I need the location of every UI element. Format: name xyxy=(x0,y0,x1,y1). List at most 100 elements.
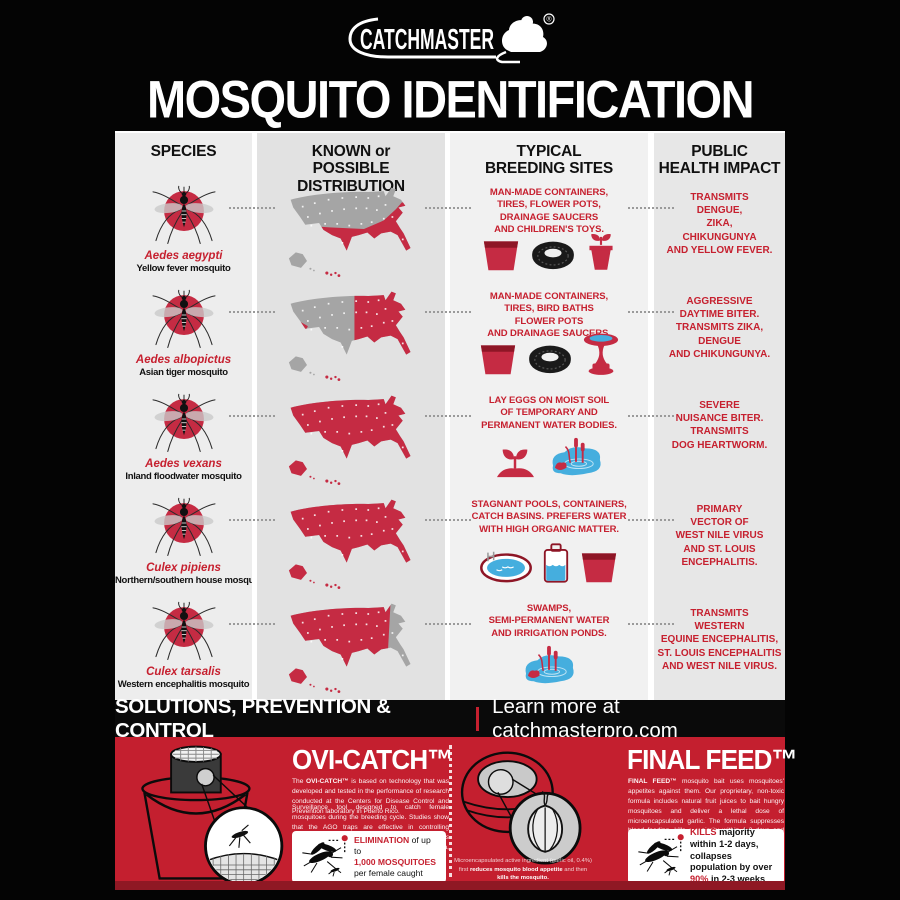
solutions-bar-url: Learn more at catchmasterpro.com xyxy=(492,694,678,742)
dotted-connector xyxy=(425,623,471,625)
dotted-connector xyxy=(628,415,674,417)
species-column-header: SPECIES xyxy=(150,143,217,160)
distribution-cell xyxy=(257,492,445,596)
mosquito-illustration xyxy=(115,492,252,561)
dotted-connector xyxy=(229,415,275,417)
jug-icon xyxy=(542,542,570,589)
breeding-icons xyxy=(450,436,648,485)
dotted-connector xyxy=(229,207,275,209)
sprout-icon xyxy=(493,442,537,485)
species-cell: Aedes albopictus Asian tiger mosquito xyxy=(115,284,252,388)
distribution-column-header: KNOWN or POSSIBLE DISTRIBUTION xyxy=(297,143,405,195)
impact-cell: TRANSMITS DENGUE, ZIKA, CHIKUNGUNYA AND … xyxy=(654,180,785,284)
breeding-text: MAN-MADE CONTAINERS, TIRES, BIRD BATHS F… xyxy=(487,291,611,340)
dotted-connector xyxy=(628,519,674,521)
impact-text: PRIMARY VECTOR OF WEST NILE VIRUS AND ST… xyxy=(675,504,764,568)
us-distribution-map xyxy=(257,492,445,596)
solutions-bar-divider xyxy=(476,706,480,731)
distribution-cell xyxy=(257,180,445,284)
svg-text:®: ® xyxy=(546,16,552,24)
species-common-name: Western encephalitis mosquito xyxy=(117,679,250,690)
bin-icon xyxy=(481,236,521,277)
distribution-cell xyxy=(257,284,445,388)
us-distribution-map xyxy=(257,388,445,492)
final-feed-callout-text: KILLS majority within 1-2 days, collapse… xyxy=(690,826,773,885)
breeding-cell: LAY EGGS ON MOIST SOIL OF TEMPORARY AND … xyxy=(450,388,648,492)
ovi-catch-callout-box: ELIMINATION of up to 1,000 MOSQUITOES pe… xyxy=(292,831,446,883)
mosquito-silhouette-icon xyxy=(298,832,352,883)
species-cell: Aedes aegypti Yellow fever mosquito xyxy=(115,180,252,284)
tire-icon xyxy=(530,236,576,277)
breeding-text: STAGNANT POOLS, CONTAINERS, CATCH BASINS… xyxy=(471,499,627,535)
breeding-icons xyxy=(450,644,648,693)
species-latin-name: Culex pipiens xyxy=(146,562,221,574)
pond-icon xyxy=(546,436,606,485)
catchmaster-logo: CATCHMASTER ® xyxy=(344,12,556,71)
us-distribution-map xyxy=(257,180,445,284)
impact-text: TRANSMITS DENGUE, ZIKA, CHIKUNGUNYA AND … xyxy=(666,192,773,256)
mosquito-illustration xyxy=(115,284,252,353)
bin-icon xyxy=(478,340,518,381)
tire-icon xyxy=(527,340,573,381)
breeding-cell: MAN-MADE CONTAINERS, TIRES, BIRD BATHS F… xyxy=(450,284,648,388)
mouse-icon xyxy=(495,16,547,64)
impact-cell: TRANSMITS WESTERN EQUINE ENCEPHALITIS, S… xyxy=(654,596,785,700)
breeding-sites-column: TYPICAL BREEDING SITES MAN-MADE CONTAINE… xyxy=(450,133,648,700)
impact-cell: SEVERE NUISANCE BITER. TRANSMITS DOG HEA… xyxy=(654,388,785,492)
dotted-connector xyxy=(425,207,471,209)
solutions-bar: SOLUTIONS, PREVENTION & CONTROL Learn mo… xyxy=(115,695,785,742)
panel-divider xyxy=(449,745,452,877)
distribution-cell xyxy=(257,388,445,492)
ovi-catch-paragraph-1: The OVI-CATCH™ is based on technology th… xyxy=(292,778,449,815)
mosquito-illustration xyxy=(115,596,252,665)
pool-icon xyxy=(479,546,533,589)
breeding-text: SWAMPS, SEMI-PERMANENT WATER AND IRRIGAT… xyxy=(488,603,610,639)
poster-title: MOSQUITO IDENTIFICATION xyxy=(146,69,755,129)
mosquito-illustration xyxy=(115,388,252,457)
breeding-icons xyxy=(450,542,648,589)
dotted-connector xyxy=(425,415,471,417)
impact-column-header: PUBLIC HEALTH IMPACT xyxy=(658,143,781,178)
breeding-cell: SWAMPS, SEMI-PERMANENT WATER AND IRRIGAT… xyxy=(450,596,648,700)
final-feed-title: FINAL FEED™ xyxy=(627,743,798,776)
species-common-name: Northern/southern house mosquito xyxy=(115,575,252,586)
flowerpot-icon xyxy=(585,232,617,277)
dotted-connector xyxy=(628,207,674,209)
distribution-cell xyxy=(257,596,445,700)
impact-cell: AGGRESSIVE DAYTIME BITER. TRANSMITS ZIKA… xyxy=(654,284,785,388)
mosquito-silhouette-icon xyxy=(634,831,688,882)
breeding-icons xyxy=(450,332,648,381)
species-latin-name: Aedes albopictus xyxy=(135,354,232,366)
ovi-catch-callout-text: ELIMINATION of up to 1,000 MOSQUITOES pe… xyxy=(354,834,436,879)
dotted-connector xyxy=(229,519,275,521)
dotted-connector xyxy=(628,311,674,313)
species-cell: Culex pipiens Northern/southern house mo… xyxy=(115,492,252,596)
solutions-bar-title: SOLUTIONS, PREVENTION & CONTROL xyxy=(115,694,391,742)
distribution-column: KNOWN or POSSIBLE DISTRIBUTION xyxy=(257,133,445,700)
impact-cell: PRIMARY VECTOR OF WEST NILE VIRUS AND ST… xyxy=(654,492,785,596)
registered-mark-icon: ® xyxy=(543,13,555,25)
dotted-connector xyxy=(229,311,275,313)
impact-text: SEVERE NUISANCE BITER. TRANSMITS DOG HEA… xyxy=(671,400,768,451)
bin-icon xyxy=(579,548,619,589)
catchmaster-logo-icon: CATCHMASTER ® xyxy=(348,13,555,64)
bottom-accent-strip xyxy=(115,881,785,890)
species-common-name: Inland floodwater mosquito xyxy=(125,471,242,482)
dotted-connector xyxy=(628,623,674,625)
final-feed-caption: Microencapsulated active ingredient (gar… xyxy=(454,858,592,882)
birdbath-icon xyxy=(582,332,620,381)
breeding-cell: MAN-MADE CONTAINERS, TIRES, FLOWER POTS,… xyxy=(450,180,648,284)
pond-icon xyxy=(519,644,579,693)
species-common-name: Asian tiger mosquito xyxy=(139,367,228,378)
species-latin-name: Aedes vexans xyxy=(145,458,222,470)
breeding-text: MAN-MADE CONTAINERS, TIRES, FLOWER POTS,… xyxy=(489,187,609,236)
dotted-connector xyxy=(425,311,471,313)
species-common-name: Yellow fever mosquito xyxy=(136,263,231,274)
breeding-text: LAY EGGS ON MOIST SOIL OF TEMPORARY AND … xyxy=(481,395,617,431)
breeding-column-header: TYPICAL BREEDING SITES xyxy=(484,143,614,178)
impact-text: TRANSMITS WESTERN EQUINE ENCEPHALITIS, S… xyxy=(657,608,782,672)
breeding-cell: STAGNANT POOLS, CONTAINERS, CATCH BASINS… xyxy=(450,492,648,596)
ovi-catch-title: OVI-CATCH™ xyxy=(292,743,453,776)
us-distribution-map xyxy=(257,596,445,700)
health-impact-column: PUBLIC HEALTH IMPACT TRANSMITS DENGUE, Z… xyxy=(654,133,785,700)
